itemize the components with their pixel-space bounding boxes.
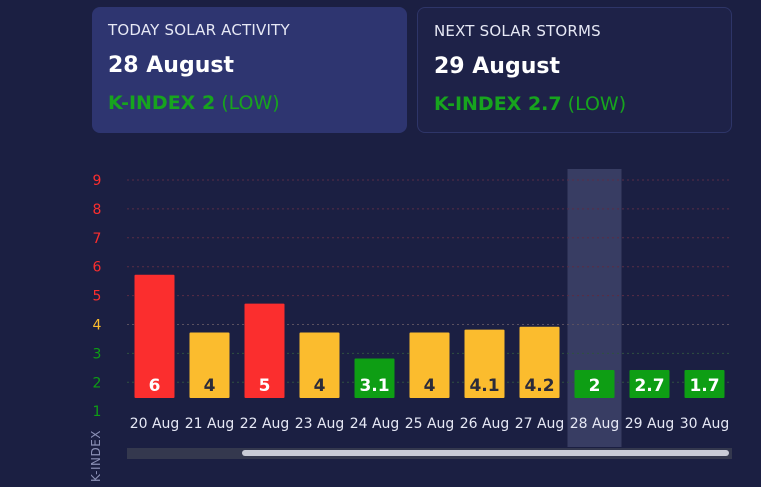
y-tick-label: 1: [93, 404, 102, 420]
x-tick-label: 24 Aug: [350, 416, 400, 432]
scrollbar-thumb[interactable]: [242, 450, 729, 456]
today-kindex-line: K-INDEX 2 (LOW): [108, 92, 391, 114]
next-kindex-line: K-INDEX 2.7 (LOW): [434, 93, 715, 115]
today-kindex-level: (LOW): [221, 92, 280, 114]
next-kindex-value: K-INDEX 2.7: [434, 93, 562, 115]
y-tick-label: 4: [93, 318, 102, 334]
bar-value-label: 2: [589, 376, 601, 396]
x-tick-label: 26 Aug: [460, 416, 510, 432]
bar-29-aug[interactable]: [629, 370, 670, 398]
bar-value-label: 6: [149, 376, 161, 396]
bar-30-aug[interactable]: [684, 370, 725, 398]
bar-value-label: 4.2: [524, 376, 554, 396]
y-tick-label: 2: [93, 375, 102, 391]
today-card-date: 28 August: [108, 53, 234, 78]
highlighted-day-column: [567, 169, 622, 447]
x-tick-label: 25 Aug: [405, 416, 455, 432]
bar-28-aug[interactable]: [574, 370, 615, 398]
x-tick-label: 30 Aug: [680, 416, 730, 432]
bar-value-label: 4.1: [469, 376, 499, 396]
today-kindex-value: K-INDEX 2: [108, 92, 216, 114]
y-axis-title: K-INDEX: [89, 430, 103, 482]
bar-value-label: 5: [259, 376, 271, 396]
next-kindex-level: (LOW): [567, 93, 627, 115]
bar-value-label: 2.7: [634, 376, 664, 396]
x-tick-label: 22 Aug: [240, 416, 290, 432]
next-card-label: NEXT SOLAR STORMS: [434, 22, 601, 40]
x-tick-label: 27 Aug: [515, 416, 565, 432]
bar-21-aug[interactable]: [189, 332, 230, 399]
bar-26-aug[interactable]: [464, 329, 505, 398]
bar-value-label: 4: [314, 376, 326, 396]
y-tick-label: 9: [93, 173, 102, 189]
bar-value-label: 4: [424, 376, 436, 396]
y-tick-label: 8: [93, 202, 102, 218]
bar-25-aug[interactable]: [409, 332, 450, 399]
x-tick-label: 28 Aug: [570, 416, 620, 432]
x-tick-label: 23 Aug: [295, 416, 345, 432]
x-tick-label: 21 Aug: [185, 416, 235, 432]
bar-20-aug[interactable]: [134, 274, 175, 398]
today-activity-card: TODAY SOLAR ACTIVITY 28 August K-INDEX 2…: [92, 7, 407, 133]
bar-value-label: 1.7: [689, 376, 719, 396]
bar-value-label: 3.1: [359, 376, 389, 396]
bar-22-aug[interactable]: [244, 303, 285, 398]
x-tick-label: 20 Aug: [130, 416, 180, 432]
y-tick-label: 5: [93, 289, 102, 305]
bar-value-label: 4: [204, 376, 216, 396]
today-card-label: TODAY SOLAR ACTIVITY: [108, 21, 290, 39]
y-tick-label: 3: [93, 346, 102, 362]
y-tick-label: 7: [93, 231, 102, 247]
bar-24-aug[interactable]: [354, 358, 395, 398]
x-tick-label: 29 Aug: [625, 416, 675, 432]
y-tick-label: 6: [93, 260, 102, 276]
horizontal-scrollbar[interactable]: [127, 448, 732, 459]
next-storms-card[interactable]: NEXT SOLAR STORMS 29 August K-INDEX 2.7 …: [417, 7, 732, 133]
bar-27-aug[interactable]: [519, 326, 560, 398]
next-card-date: 29 August: [434, 54, 560, 79]
bar-23-aug[interactable]: [299, 332, 340, 399]
